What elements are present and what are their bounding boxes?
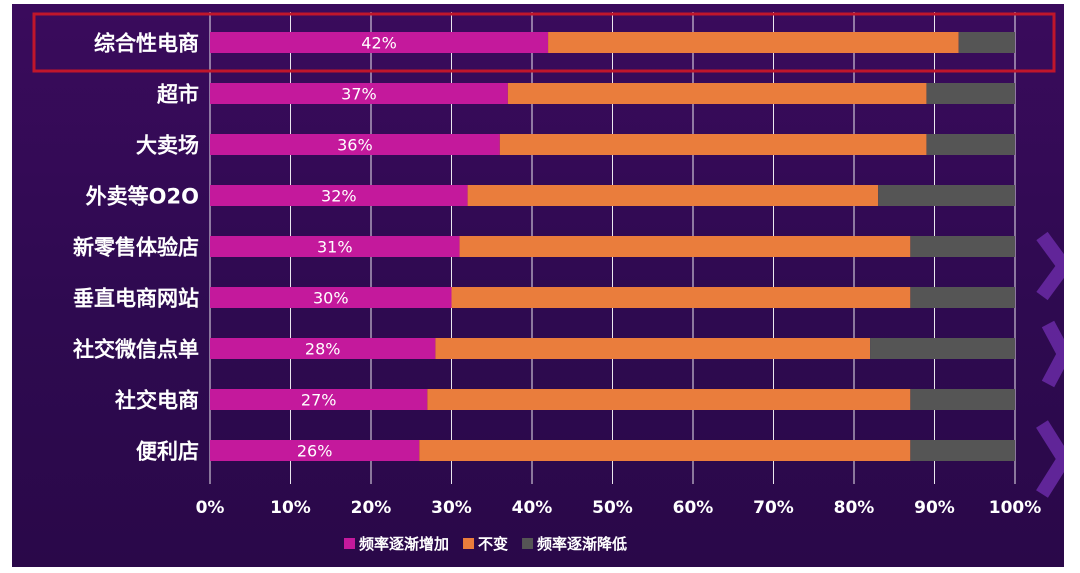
x-tick-label: 100% (989, 498, 1042, 518)
bar-segment-decrease (910, 287, 1015, 308)
bar-segment-decrease (870, 338, 1015, 359)
x-tick-label: 60% (673, 498, 714, 518)
data-label: 27% (301, 391, 337, 410)
bar-segment-unchanged (459, 236, 911, 257)
category-label: 社交电商 (114, 389, 199, 413)
chart-stage: 综合性电商 42% 超市 37% 大卖场 36% 外卖等O2O 32% 新零售体验店 31% 垂直电… (12, 4, 1064, 567)
data-label: 32% (321, 187, 357, 206)
bar-segment-unchanged (427, 389, 911, 410)
x-tick-label: 10% (270, 498, 311, 518)
bar-segment-unchanged (435, 338, 871, 359)
decor-chevron (1041, 320, 1064, 388)
decor-chevron (1036, 231, 1064, 301)
bar-segment-increase (210, 287, 452, 308)
bar-segment-unchanged (507, 83, 927, 104)
bar-segment-decrease (926, 134, 1015, 155)
bar-segment-increase (210, 338, 436, 359)
bar-segment-decrease (910, 389, 1015, 410)
data-label: 42% (361, 34, 397, 53)
legend-label: 频率逐渐增加 (359, 535, 449, 553)
legend: 频率逐渐增加 不变 频率逐渐降低 (344, 535, 627, 553)
data-label: 37% (341, 85, 377, 104)
legend-swatch (522, 538, 534, 549)
bar-segment-unchanged (499, 134, 927, 155)
x-tick-label: 70% (753, 498, 794, 518)
data-label: 26% (297, 442, 333, 461)
bar-segment-unchanged (548, 32, 959, 53)
highlight-box (32, 12, 1056, 73)
data-label: 36% (337, 136, 373, 155)
data-label: 31% (317, 238, 353, 257)
labels: 综合性电商 42% 超市 37% 大卖场 36% 外卖等O2O 32% 新零售体验店 31% 垂直电… (72, 32, 397, 464)
data-label: 30% (313, 289, 349, 308)
bar-segment-increase (210, 440, 420, 461)
x-axis-ticks: 0% 10% 20% 30% 40% 50% 60% 70% 80% 90% 100% (196, 498, 1042, 518)
x-tick-label: 40% (512, 498, 553, 518)
data-label: 28% (305, 340, 341, 359)
category-label: 垂直电商网站 (73, 287, 199, 311)
bar-segment-increase (210, 83, 508, 104)
category-label: 便利店 (136, 440, 199, 464)
x-tick-label: 80% (834, 498, 875, 518)
background-decoration (1036, 231, 1064, 498)
category-label: 社交微信点单 (72, 338, 199, 362)
bar-segment-increase (210, 134, 500, 155)
bar-segment-unchanged (467, 185, 879, 206)
legend-swatch (463, 538, 475, 549)
bar-segment-decrease (958, 32, 1015, 53)
bar-segment-decrease (878, 185, 1015, 206)
legend-label: 不变 (478, 535, 508, 553)
x-tick-label: 20% (351, 498, 392, 518)
legend-label: 频率逐渐降低 (537, 535, 627, 553)
category-label: 新零售体验店 (73, 236, 199, 260)
x-tick-label: 30% (431, 498, 472, 518)
bars (210, 32, 1015, 461)
highlight-frame (32, 12, 1056, 73)
bar-segment-unchanged (451, 287, 911, 308)
bar-segment-decrease (910, 440, 1015, 461)
bar-segment-decrease (926, 83, 1015, 104)
category-label: 综合性电商 (94, 32, 199, 56)
category-label: 外卖等O2O (86, 185, 199, 209)
legend-swatch (344, 538, 355, 549)
bar-segment-increase (210, 236, 460, 257)
stacked-bar-chart: 综合性电商 42% 超市 37% 大卖场 36% 外卖等O2O 32% 新零售体验店 31% 垂直电… (32, 12, 1064, 553)
bar-segment-increase (210, 389, 428, 410)
x-tick-label: 50% (592, 498, 633, 518)
x-tick-label: 0% (196, 498, 225, 518)
bar-segment-increase (210, 32, 549, 53)
category-label: 大卖场 (136, 134, 199, 158)
bar-segment-decrease (910, 236, 1015, 257)
x-tick-label: 90% (914, 498, 955, 518)
bar-segment-increase (210, 185, 468, 206)
decor-chevron (1036, 420, 1064, 498)
bar-segment-unchanged (419, 440, 911, 461)
category-label: 超市 (157, 83, 199, 107)
